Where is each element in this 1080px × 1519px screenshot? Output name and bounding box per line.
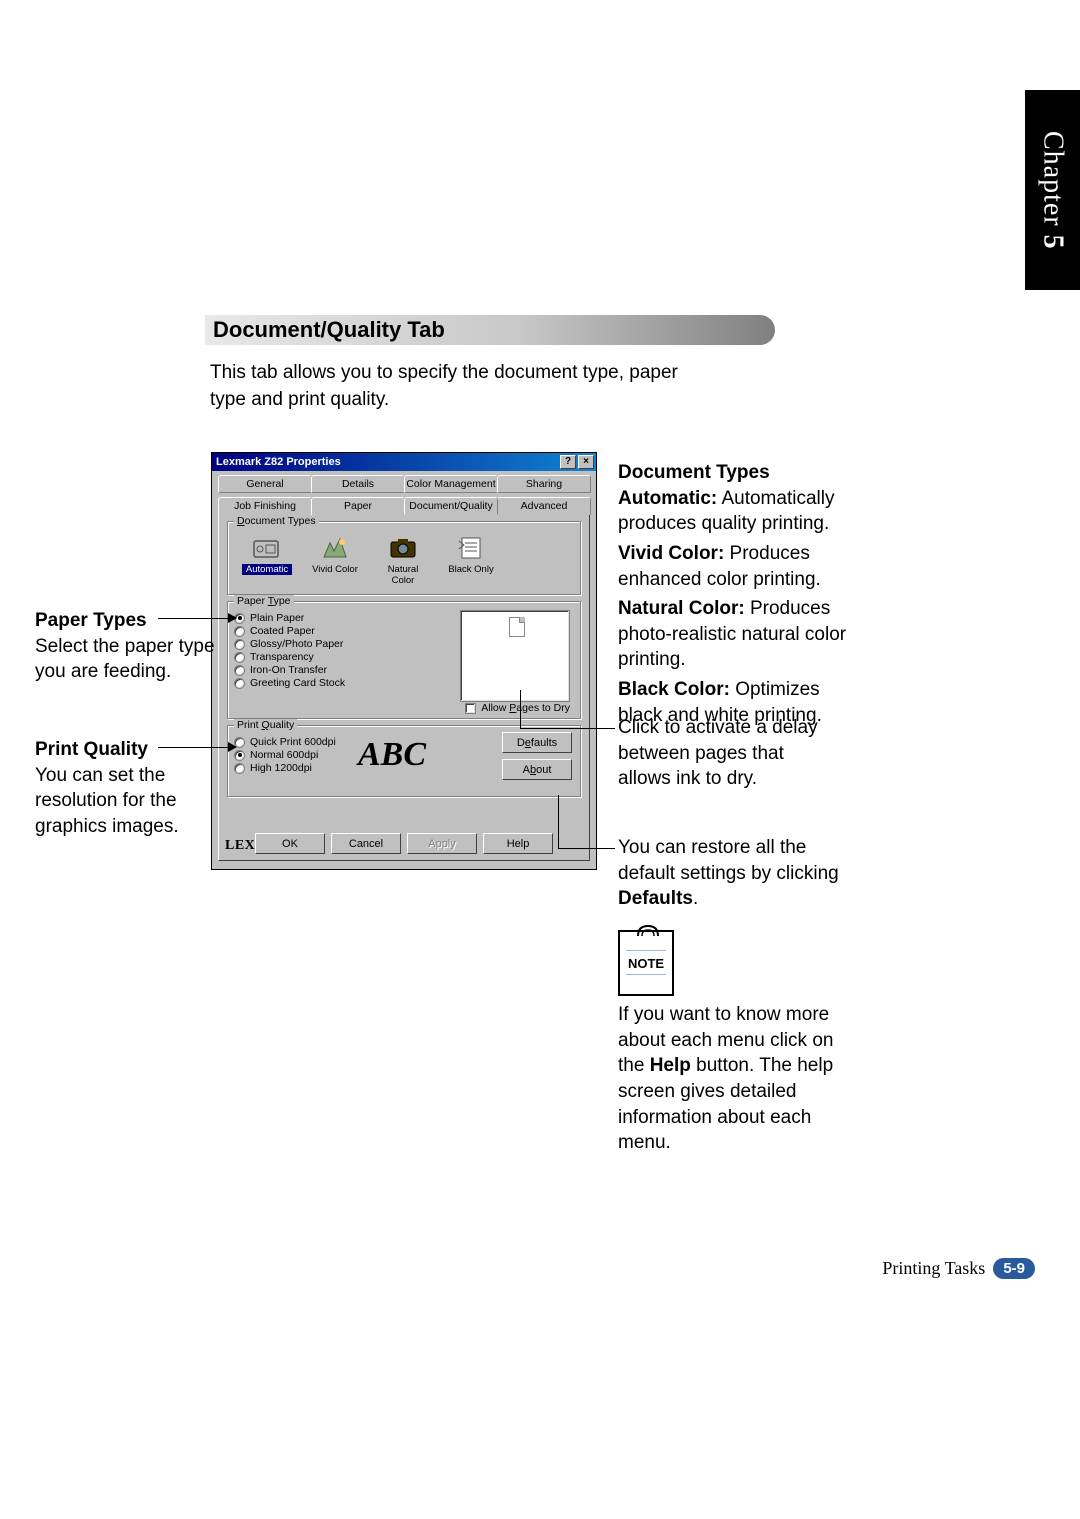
tab-job-finishing[interactable]: Job Finishing: [218, 497, 312, 515]
intro-text: This tab allows you to specify the docum…: [210, 360, 710, 413]
doc-type-natural[interactable]: Natural Color: [378, 534, 428, 586]
callout-allow-dry: Click to activate a delay between pages …: [618, 715, 838, 792]
group-document-types: Document Types Automatic Vivid Color: [227, 521, 581, 595]
callout-print-quality: Print Quality You can set the resolution…: [35, 737, 225, 840]
dialog-titlebar: Lexmark Z82 Properties ? ×: [212, 453, 596, 471]
tab-details[interactable]: Details: [311, 475, 405, 493]
tab-color-management[interactable]: Color Management: [404, 475, 498, 493]
tab-sharing[interactable]: Sharing: [497, 475, 591, 493]
paper-preview: [460, 610, 570, 702]
footer-page: 5-9: [993, 1258, 1035, 1279]
section-title: Document/Quality Tab: [213, 317, 445, 343]
black-only-icon: [454, 534, 488, 562]
abc-sample: ABC: [358, 736, 426, 774]
tab-panel: Document Types Automatic Vivid Color: [218, 515, 590, 861]
help-button[interactable]: Help: [483, 833, 553, 854]
callout-defaults: You can restore all the default settings…: [618, 835, 868, 912]
defaults-button[interactable]: Defaults: [502, 732, 572, 753]
group-label-doc-types: Document Types: [234, 515, 319, 527]
about-button[interactable]: About: [502, 759, 572, 780]
callout-paper-types: Paper Types Select the paper type you ar…: [35, 608, 215, 685]
tab-document-quality[interactable]: Document/Quality: [404, 497, 498, 515]
cancel-button[interactable]: Cancel: [331, 833, 401, 854]
properties-dialog: Lexmark Z82 Properties ? × General Detai…: [211, 452, 597, 870]
titlebar-close-button[interactable]: ×: [578, 455, 594, 469]
group-paper-type: Paper Type Plain Paper Coated Paper Glos…: [227, 601, 581, 719]
ok-button[interactable]: OK: [255, 833, 325, 854]
dialog-button-row: OK Cancel Apply Help: [219, 833, 589, 854]
chapter-label: Chapter: [1038, 131, 1069, 227]
tab-general[interactable]: General: [218, 475, 312, 493]
group-label-print-quality: Print Quality: [234, 719, 297, 731]
apply-button[interactable]: Apply: [407, 833, 477, 854]
group-label-paper-type: Paper Type: [234, 595, 294, 607]
allow-pages-dry-checkbox[interactable]: Allow Pages to Dry: [465, 702, 570, 714]
note-text: If you want to know more about each menu…: [618, 1002, 838, 1156]
chapter-tab: Chapter 5: [1025, 90, 1080, 290]
titlebar-help-button[interactable]: ?: [560, 455, 576, 469]
automatic-icon: [250, 534, 284, 562]
tab-paper[interactable]: Paper: [311, 497, 405, 515]
group-print-quality: Print Quality Quick Print 600dpi Normal …: [227, 725, 581, 797]
callout-doc-types: Document Types Automatic: Automatically …: [618, 460, 868, 728]
doc-type-automatic[interactable]: Automatic: [242, 534, 292, 586]
dialog-title: Lexmark Z82 Properties: [216, 456, 341, 468]
note-icon: NOTE: [618, 930, 674, 996]
tabs-row-back: General Details Color Management Sharing: [218, 475, 590, 493]
tab-advanced[interactable]: Advanced: [497, 497, 591, 515]
page-footer: Printing Tasks 5-9: [882, 1258, 1035, 1279]
section-title-bar: Document/Quality Tab: [205, 315, 775, 345]
doc-type-black[interactable]: Black Only: [446, 534, 496, 586]
footer-text: Printing Tasks: [882, 1258, 985, 1279]
natural-color-icon: [386, 534, 420, 562]
vivid-color-icon: [318, 534, 352, 562]
tabs-row-front: Job Finishing Paper Document/Quality Adv…: [218, 497, 590, 515]
doc-type-vivid[interactable]: Vivid Color: [310, 534, 360, 586]
chapter-number: 5: [1038, 234, 1069, 249]
